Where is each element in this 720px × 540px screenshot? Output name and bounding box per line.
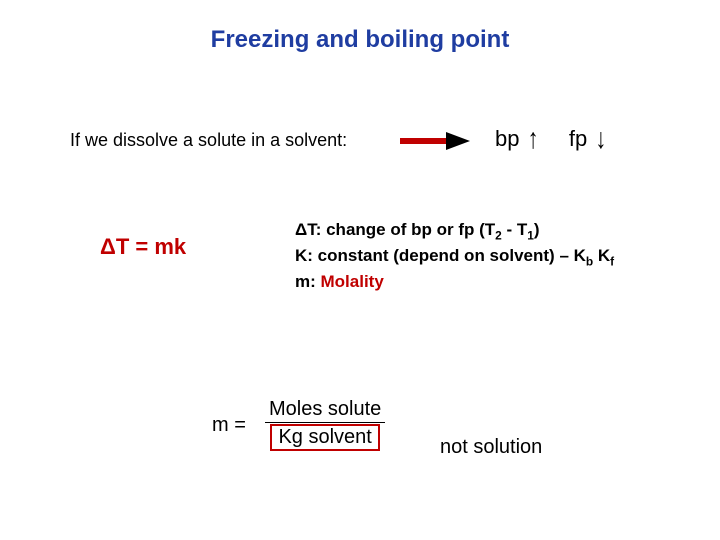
- fraction-numerator: Moles solute: [265, 398, 385, 421]
- def-k-sub2: f: [610, 254, 614, 268]
- bp-label: bp: [495, 126, 519, 151]
- arrow-icon: [400, 130, 470, 157]
- def-k-a: K: constant (depend on solvent) – K: [295, 246, 586, 265]
- def-dt-b: - T: [502, 220, 528, 239]
- slide-title: Freezing and boiling point: [0, 26, 720, 54]
- def-m-a: m:: [295, 272, 321, 291]
- def-dt-a: ΔT: change of bp or fp (T: [295, 220, 495, 239]
- arrow-head: [446, 132, 470, 150]
- delta-t-equation: ΔT = mk: [100, 234, 186, 260]
- down-arrow-icon: ↓: [595, 122, 606, 156]
- def-delta-t: ΔT: change of bp or fp (T2 - T1): [295, 218, 614, 244]
- arrow-shaft: [400, 138, 446, 144]
- fraction-denominator-wrap: Kg solvent: [266, 424, 383, 451]
- not-solution-note: not solution: [440, 436, 542, 459]
- intro-text: If we dissolve a solute in a solvent:: [70, 130, 347, 151]
- def-dt-c: ): [534, 220, 540, 239]
- fp-label: fp: [569, 126, 587, 151]
- def-dt-sub2: 1: [527, 228, 534, 242]
- def-dt-sub1: 2: [495, 228, 502, 242]
- m-equals-label: m =: [212, 414, 246, 437]
- molality-fraction: Moles solute Kg solvent: [265, 398, 385, 451]
- def-k-b: K: [593, 246, 610, 265]
- definitions: ΔT: change of bp or fp (T2 - T1) K: cons…: [295, 218, 614, 294]
- up-arrow-icon: ↑: [528, 122, 539, 156]
- fraction-bar: [265, 422, 385, 423]
- fraction-denominator: Kg solvent: [270, 424, 379, 451]
- bp-fp-text: bp ↑ fp ↓: [495, 126, 606, 152]
- def-m-molality: Molality: [321, 272, 384, 291]
- def-k: K: constant (depend on solvent) – Kb Kf: [295, 244, 614, 270]
- def-m: m: Molality: [295, 270, 614, 294]
